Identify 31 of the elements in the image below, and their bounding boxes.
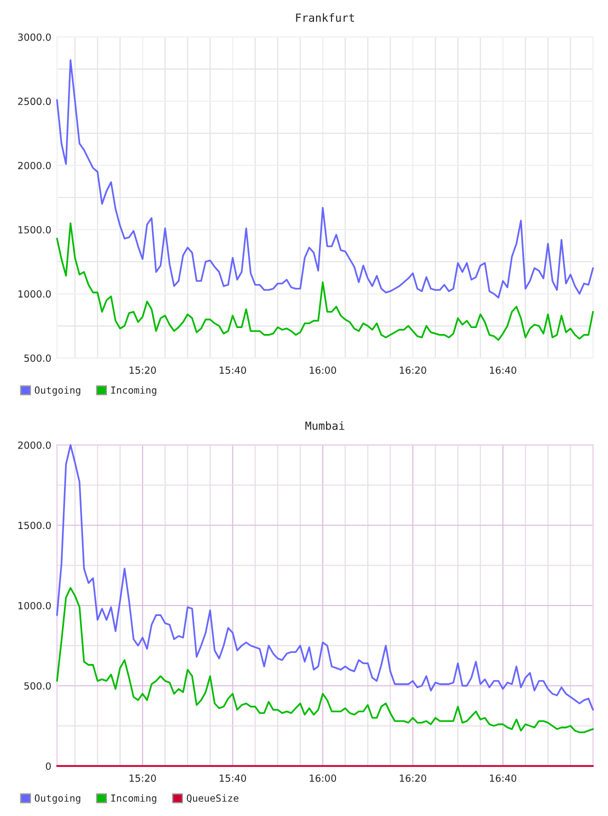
y-tick-label: 1500.0: [18, 226, 51, 234]
x-tick-label: 15:20: [130, 366, 156, 374]
x-tick-label: 16:20: [400, 774, 426, 782]
y-tick-label: 0: [46, 762, 51, 770]
y-tick-label: 2000.0: [18, 441, 51, 449]
line-series: [56, 222, 594, 341]
y-tick-label: 2000.0: [18, 162, 51, 170]
x-tick-label: 15:40: [220, 366, 246, 374]
line-series: [56, 59, 594, 298]
y-tick-label: 1500.0: [18, 522, 51, 530]
y-tick-label: 2500.0: [18, 98, 51, 106]
x-tick-label: 16:40: [490, 366, 516, 374]
x-tick-label: 15:20: [130, 774, 156, 782]
x-tick-label: 16:00: [310, 774, 336, 782]
chart-title: Mumbai: [305, 421, 344, 430]
legend-label: QueueSize: [186, 794, 238, 803]
legend-label: Outgoing: [34, 794, 80, 804]
chart-title: Frankfurt: [296, 13, 354, 22]
line-series: [56, 587, 594, 734]
legend-label: Outgoing: [34, 386, 80, 396]
x-tick-label: 16:40: [490, 774, 516, 782]
y-tick-label: 500.0: [24, 682, 51, 690]
legend-label: Incoming: [111, 386, 156, 396]
y-tick-label: 500.0: [24, 354, 51, 362]
x-tick-label: 15:40: [220, 774, 246, 782]
y-tick-label: 3000.0: [18, 33, 51, 41]
x-tick-label: 16:00: [310, 366, 336, 374]
x-tick-label: 16:20: [400, 366, 426, 374]
y-tick-label: 1000.0: [18, 602, 51, 610]
legend-label: Incoming: [111, 794, 156, 804]
y-tick-label: 1000.0: [18, 290, 51, 298]
